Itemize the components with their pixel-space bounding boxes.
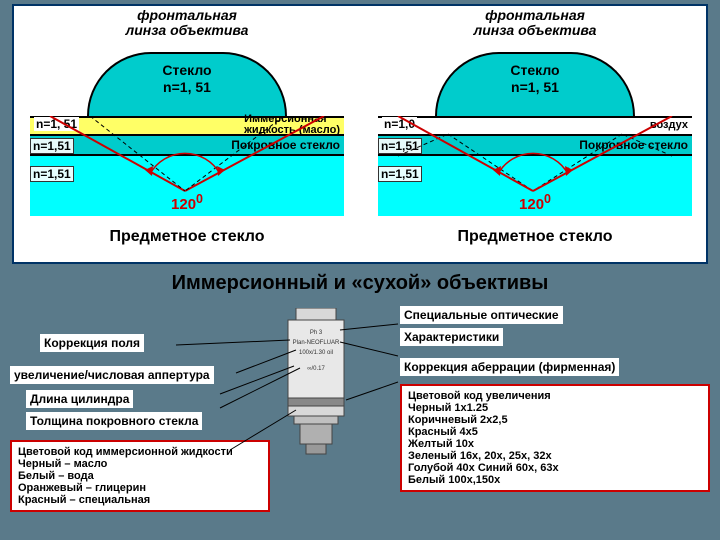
air-text: воздух: [650, 120, 688, 131]
mag-item: Коричневый 2x2,5: [408, 414, 702, 426]
angle-value: 1200: [519, 192, 551, 213]
air-n: n=1,0: [382, 117, 417, 131]
lens-label: Стекло n=1, 51: [162, 62, 211, 96]
mag-item: Красный 4x5: [408, 426, 702, 438]
magnification-color-code-box: Цветовой код увеличения Черный 1x1.25 Ко…: [400, 384, 710, 492]
label-tube-length: Длина цилиндра: [26, 390, 133, 408]
fluid-item: Оранжевый – глицерин: [18, 482, 262, 494]
air-layer: [378, 116, 692, 136]
label-magnification-na: увеличение/числовая аппертура: [10, 366, 214, 384]
left-annotations: Коррекция поля увеличение/числовая аппер…: [10, 334, 270, 512]
cover-n: n=1,51: [30, 138, 74, 154]
obj-text-1: Plan-NEOFLUAR: [293, 340, 340, 346]
immersion-text: Иммерсионнаяжидкость (масло): [244, 114, 340, 136]
label-cover-thickness: Толщина покровного стекла: [26, 412, 202, 430]
mag-item: Желтый 10x: [408, 438, 702, 450]
cover-label: Покровное стекло: [231, 138, 340, 152]
immersion-n: n=1, 51: [34, 117, 79, 131]
left-panel-immersion: фронтальнаялинза объектива Стекло n=1, 5…: [18, 8, 356, 260]
mag-box-title: Цветовой код увеличения: [408, 390, 702, 402]
fluid-item: Черный – масло: [18, 458, 262, 470]
angle-value: 1200: [171, 192, 203, 213]
mag-item: Голубой 40x Синий 60x, 63x: [408, 462, 702, 474]
lens-n: n=1, 51: [162, 79, 211, 96]
fluid-item: Белый – вода: [18, 470, 262, 482]
panel-title: фронтальнаялинза объектива: [366, 8, 704, 39]
right-panel-dry: фронтальнаялинза объектива Стекло n=1, 5…: [366, 8, 704, 260]
lens-n: n=1, 51: [510, 79, 559, 96]
lens-label: Стекло n=1, 51: [510, 62, 559, 96]
fluid-item: Красный – специальная: [18, 494, 262, 506]
fluid-box-title: Цветовой код иммерсионной жидкости: [18, 446, 262, 458]
obj-text-2: 100x/1.30 oil: [299, 350, 333, 356]
title-line1: фронтальнаялинза объектива: [126, 7, 249, 38]
lens-material: Стекло: [162, 62, 211, 79]
obj-text-3: ∞/0.17: [307, 366, 325, 372]
cover-n: n=1,51: [378, 138, 422, 154]
cover-label: Покровное стекло: [579, 138, 688, 152]
lens-material: Стекло: [510, 62, 559, 79]
mag-item: Белый 100x,150x: [408, 474, 702, 486]
main-title: Иммерсионный и «сухой» объективы: [0, 272, 720, 295]
slide-n: n=1,51: [30, 166, 74, 182]
label-characteristics: Характеристики: [400, 328, 503, 346]
obj-text-0: Ph 3: [310, 330, 323, 336]
optics-diagram-section: фронтальнаялинза объектива Стекло n=1, 5…: [12, 4, 708, 264]
title-line1: фронтальнаялинза объектива: [474, 7, 597, 38]
angle-sup: 0: [196, 192, 203, 206]
angle-num: 120: [171, 196, 196, 213]
immersion-color-code-box: Цветовой код иммерсионной жидкости Черны…: [10, 440, 270, 512]
angle-sup: 0: [544, 192, 551, 206]
label-optical: Специальные оптические: [400, 306, 563, 324]
mag-item: Черный 1x1.25: [408, 402, 702, 414]
slide-label: Предметное стекло: [18, 228, 356, 246]
slide-n: n=1,51: [378, 166, 422, 182]
panel-title: фронтальнаялинза объектива: [18, 8, 356, 39]
mag-item: Зеленый 16x, 20x, 25x, 32x: [408, 450, 702, 462]
label-aberration: Коррекция аберрации (фирменная): [400, 358, 619, 376]
objective-drawing: Ph 3 Plan-NEOFLUAR 100x/1.30 oil ∞/0.17: [280, 308, 352, 458]
slide-label: Предметное стекло: [366, 228, 704, 246]
label-field-correction: Коррекция поля: [40, 334, 144, 352]
right-annotations: Специальные оптические Характеристики Ко…: [400, 306, 710, 492]
angle-num: 120: [519, 196, 544, 213]
